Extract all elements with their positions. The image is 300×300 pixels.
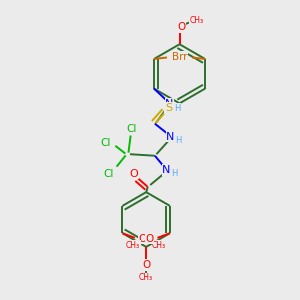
Text: Br: Br: [176, 52, 188, 61]
Text: O: O: [139, 234, 147, 244]
Text: CH₃: CH₃: [190, 16, 204, 26]
Text: N: N: [162, 165, 171, 175]
Text: H: H: [171, 169, 178, 178]
Text: N: N: [166, 132, 175, 142]
Text: CH₃: CH₃: [126, 241, 140, 250]
Text: O: O: [142, 260, 150, 270]
Text: Br: Br: [172, 52, 183, 61]
Text: Cl: Cl: [104, 169, 114, 179]
Text: O: O: [146, 234, 154, 244]
Text: O: O: [130, 169, 138, 179]
Text: Cl: Cl: [126, 124, 137, 134]
Text: CH₃: CH₃: [139, 274, 153, 283]
Text: H: H: [174, 104, 181, 113]
Text: O: O: [177, 22, 185, 32]
Text: S: S: [165, 103, 172, 113]
Text: N: N: [165, 99, 174, 109]
Text: Cl: Cl: [101, 138, 111, 148]
Text: CH₃: CH₃: [152, 241, 166, 250]
Text: H: H: [175, 136, 182, 145]
